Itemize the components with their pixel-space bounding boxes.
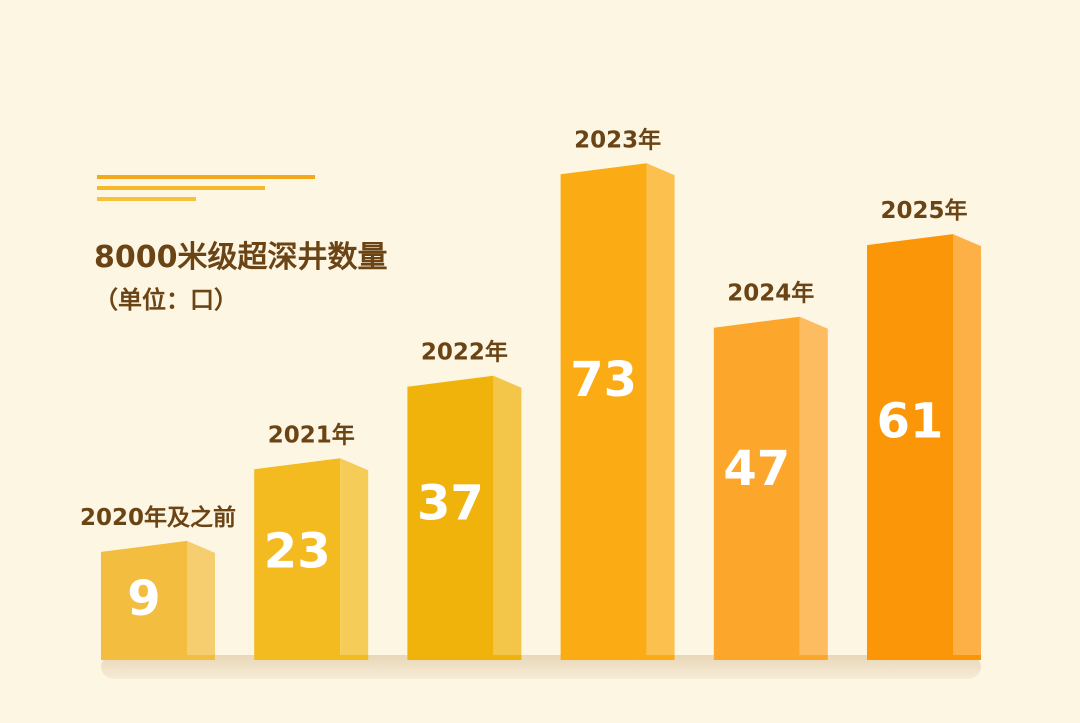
bar-side (646, 163, 675, 656)
data-label: 73 (570, 352, 637, 408)
bar-front (407, 375, 494, 655)
bar-base (867, 655, 981, 660)
bar-base (713, 655, 828, 660)
bar-front (254, 458, 341, 655)
bar-side (799, 316, 828, 655)
data-label: 23 (264, 523, 331, 579)
bar-side (187, 540, 215, 655)
bar-front (713, 316, 800, 655)
bar-base (407, 655, 522, 660)
bar-side (493, 375, 522, 655)
bar-base (560, 655, 675, 660)
data-label: 61 (877, 393, 944, 449)
chart-title: 8000米级超深井数量 (94, 240, 388, 275)
bar-front (101, 540, 187, 655)
category-label: 2022年 (421, 339, 508, 366)
bar-base (101, 655, 215, 660)
bar-front (867, 234, 953, 655)
bar-side (953, 234, 981, 655)
chart-base-shadow (101, 655, 981, 679)
data-label: 9 (127, 571, 160, 627)
category-label: 2024年 (727, 280, 814, 307)
bar-front (560, 163, 647, 656)
category-label: 2025年 (880, 197, 967, 224)
chart-unit: （单位：口） (94, 286, 238, 314)
data-label: 47 (723, 441, 790, 497)
category-label: 2023年 (574, 126, 661, 153)
bar-side (340, 458, 369, 655)
data-label: 37 (417, 475, 484, 531)
category-label: 2020年及之前 (80, 504, 236, 531)
category-label: 2021年 (268, 421, 355, 448)
bar-base (254, 655, 369, 660)
